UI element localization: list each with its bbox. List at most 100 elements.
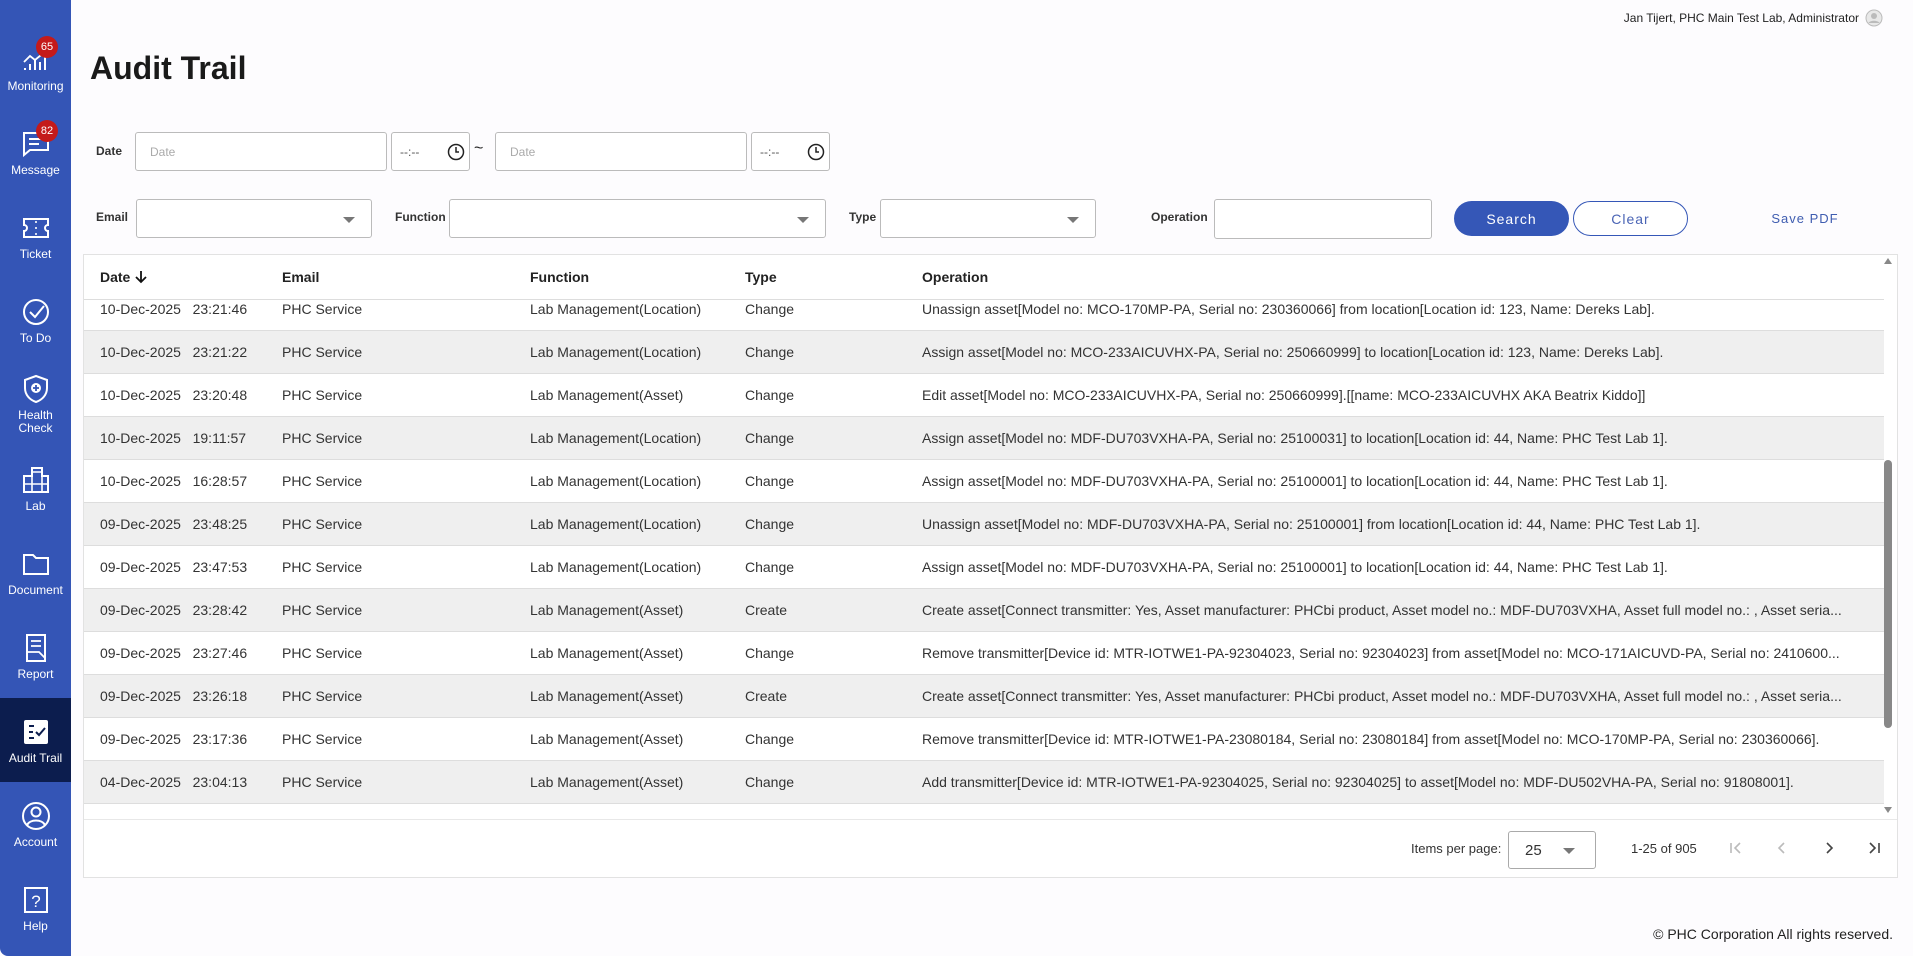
table-row[interactable]: 10-Dec-2025 23:20:48 PHC Service Lab Manag… bbox=[84, 374, 1884, 417]
column-header-operation[interactable]: Operation bbox=[922, 269, 989, 285]
cell-email: PHC Service bbox=[282, 473, 363, 489]
start-date-input[interactable]: Date bbox=[135, 132, 387, 171]
sidebar-item-monitoring[interactable]: Monitoring 65 bbox=[0, 26, 71, 110]
cell-function: Lab Management(Asset) bbox=[530, 645, 684, 661]
function-select[interactable] bbox=[449, 199, 826, 238]
cell-date: 09-Dec-2025 23:17:36 bbox=[100, 731, 248, 747]
cell-type: Create bbox=[745, 602, 788, 618]
cell-operation: Create asset[Connect transmitter: Yes, A… bbox=[922, 602, 1842, 618]
sidebar-item-label: Ticket bbox=[19, 246, 52, 261]
sidebar-item-to-do[interactable]: To Do bbox=[0, 278, 71, 362]
date-placeholder: Date bbox=[510, 144, 536, 159]
column-header-function[interactable]: Function bbox=[530, 269, 590, 285]
table-row[interactable]: 09-Dec-2025 23:28:42 PHC Service Lab Manag… bbox=[84, 589, 1884, 632]
cell-date: 09-Dec-2025 23:26:18 bbox=[100, 688, 248, 704]
svg-text:?: ? bbox=[31, 892, 40, 911]
email-select[interactable] bbox=[136, 199, 372, 238]
time-placeholder: --:-- bbox=[760, 144, 780, 159]
first-page-icon[interactable] bbox=[1728, 840, 1744, 856]
sidebar-item-health-check[interactable]: Health Check bbox=[0, 362, 71, 446]
user-avatar-icon[interactable] bbox=[1865, 9, 1883, 27]
end-time-input[interactable]: --:-- bbox=[751, 132, 830, 171]
table-header: Date Email Function Type Operation bbox=[84, 255, 1884, 300]
sidebar-item-account[interactable]: Account bbox=[0, 782, 71, 866]
cell-date: 10-Dec-2025 16:28:57 bbox=[100, 473, 248, 489]
previous-page-icon[interactable] bbox=[1774, 840, 1790, 856]
sidebar-item-label: Report bbox=[17, 666, 54, 681]
user-info[interactable]: Jan Tijert, PHC Main Test Lab, Administr… bbox=[1624, 9, 1883, 27]
sidebar-item-help[interactable]: ? Help bbox=[0, 866, 71, 950]
table-row[interactable]: 09-Dec-2025 23:17:36 PHC Service Lab Manag… bbox=[84, 718, 1884, 761]
search-button[interactable]: Search bbox=[1454, 201, 1569, 236]
table-row[interactable]: 09-Dec-2025 23:26:18 PHC Service Lab Manag… bbox=[84, 675, 1884, 718]
type-label: Type bbox=[849, 210, 877, 224]
sidebar-item-label: Health Check bbox=[18, 408, 53, 435]
cell-email: PHC Service bbox=[282, 430, 363, 446]
scroll-up-icon[interactable] bbox=[1884, 258, 1892, 264]
cell-function: Lab Management(Asset) bbox=[530, 731, 684, 747]
sidebar-item-label: Message bbox=[11, 162, 60, 177]
cell-operation: Unassign asset[Model no: MCO-170MP-PA, S… bbox=[922, 301, 1655, 317]
scroll-down-icon[interactable] bbox=[1884, 807, 1892, 813]
column-header-email[interactable]: Email bbox=[282, 269, 320, 285]
start-time-input[interactable]: --:-- bbox=[391, 132, 470, 171]
sidebar-item-label: Help bbox=[23, 918, 48, 933]
cell-type: Change bbox=[745, 387, 795, 403]
save-pdf-button[interactable]: Save PDF bbox=[1771, 211, 1839, 226]
table-row[interactable]: 10-Dec-2025 16:28:57 PHC Service Lab Manag… bbox=[84, 460, 1884, 503]
cell-function: Lab Management(Location) bbox=[530, 301, 702, 317]
folder-icon bbox=[22, 553, 49, 575]
cell-type: Change bbox=[745, 430, 795, 446]
sidebar-item-audit-trail[interactable]: Audit Trail bbox=[0, 698, 71, 782]
table-scrollbar[interactable] bbox=[1883, 255, 1893, 818]
date-label: Date bbox=[96, 144, 123, 158]
audit-list-icon bbox=[23, 719, 48, 744]
cell-operation: Add transmitter[Device id: MTR-IOTWE1-PA… bbox=[922, 774, 1794, 790]
items-per-page-select[interactable]: 25 bbox=[1508, 831, 1596, 869]
audit-table: Date Email Function Type Operation 10-De… bbox=[83, 254, 1898, 878]
table-row[interactable]: 09-Dec-2025 23:48:25 PHC Service Lab Manag… bbox=[84, 503, 1884, 546]
cell-type: Change bbox=[745, 344, 795, 360]
cell-email: PHC Service bbox=[282, 688, 363, 704]
cell-type: Change bbox=[745, 774, 795, 790]
table-body: 10-Dec-2025 23:21:46 PHC Service Lab Manag… bbox=[84, 300, 1884, 818]
scrollbar-thumb[interactable] bbox=[1884, 460, 1892, 728]
column-header-type[interactable]: Type bbox=[745, 269, 777, 285]
arrow-down-icon[interactable] bbox=[134, 270, 148, 284]
notification-badge: 65 bbox=[36, 36, 58, 58]
cell-type: Change bbox=[745, 645, 795, 661]
type-select[interactable] bbox=[880, 199, 1096, 238]
last-page-icon[interactable] bbox=[1866, 840, 1882, 856]
cell-email: PHC Service bbox=[282, 602, 363, 618]
table-row[interactable]: 09-Dec-2025 23:47:53 PHC Service Lab Manag… bbox=[84, 546, 1884, 589]
sidebar-item-document[interactable]: Document bbox=[0, 530, 71, 614]
user-label: Jan Tijert, PHC Main Test Lab, Administr… bbox=[1623, 11, 1859, 25]
cell-email: PHC Service bbox=[282, 559, 363, 575]
operation-input[interactable] bbox=[1214, 199, 1432, 239]
sidebar-item-report[interactable]: Report bbox=[0, 614, 71, 698]
items-per-page-label: Items per page: bbox=[1411, 841, 1502, 856]
sidebar-item-ticket[interactable]: Ticket bbox=[0, 194, 71, 278]
cell-function: Lab Management(Asset) bbox=[530, 688, 684, 704]
sidebar: Monitoring 65 Message 82 Ticket To Do Health C… bbox=[0, 0, 71, 956]
table-row[interactable]: 09-Dec-2025 23:27:46 PHC Service Lab Manag… bbox=[84, 632, 1884, 675]
cell-date: 10-Dec-2025 23:21:46 bbox=[100, 301, 248, 317]
email-label: Email bbox=[96, 210, 129, 224]
table-row[interactable]: 10-Dec-2025 23:21:46 PHC Service Lab Manag… bbox=[84, 300, 1884, 331]
sidebar-item-lab[interactable]: Lab bbox=[0, 446, 71, 530]
clear-button[interactable]: Clear bbox=[1573, 201, 1688, 236]
sidebar-item-message[interactable]: Message 82 bbox=[0, 110, 71, 194]
table-row[interactable]: 10-Dec-2025 19:11:57 PHC Service Lab Manag… bbox=[84, 417, 1884, 460]
cell-email: PHC Service bbox=[282, 731, 363, 747]
cell-email: PHC Service bbox=[282, 516, 363, 532]
end-date-input[interactable]: Date bbox=[495, 132, 747, 171]
chevron-down-icon bbox=[1563, 848, 1575, 854]
chevron-down-icon bbox=[1067, 216, 1079, 223]
operation-label: Operation bbox=[1151, 210, 1208, 224]
chevron-down-icon bbox=[343, 216, 355, 223]
next-page-icon[interactable] bbox=[1821, 840, 1837, 856]
column-header-date[interactable]: Date bbox=[100, 269, 148, 285]
clock-icon bbox=[807, 143, 825, 160]
table-row[interactable]: 04-Dec-2025 23:04:13 PHC Service Lab Manag… bbox=[84, 761, 1884, 804]
table-row[interactable]: 10-Dec-2025 23:21:22 PHC Service Lab Manag… bbox=[84, 331, 1884, 374]
